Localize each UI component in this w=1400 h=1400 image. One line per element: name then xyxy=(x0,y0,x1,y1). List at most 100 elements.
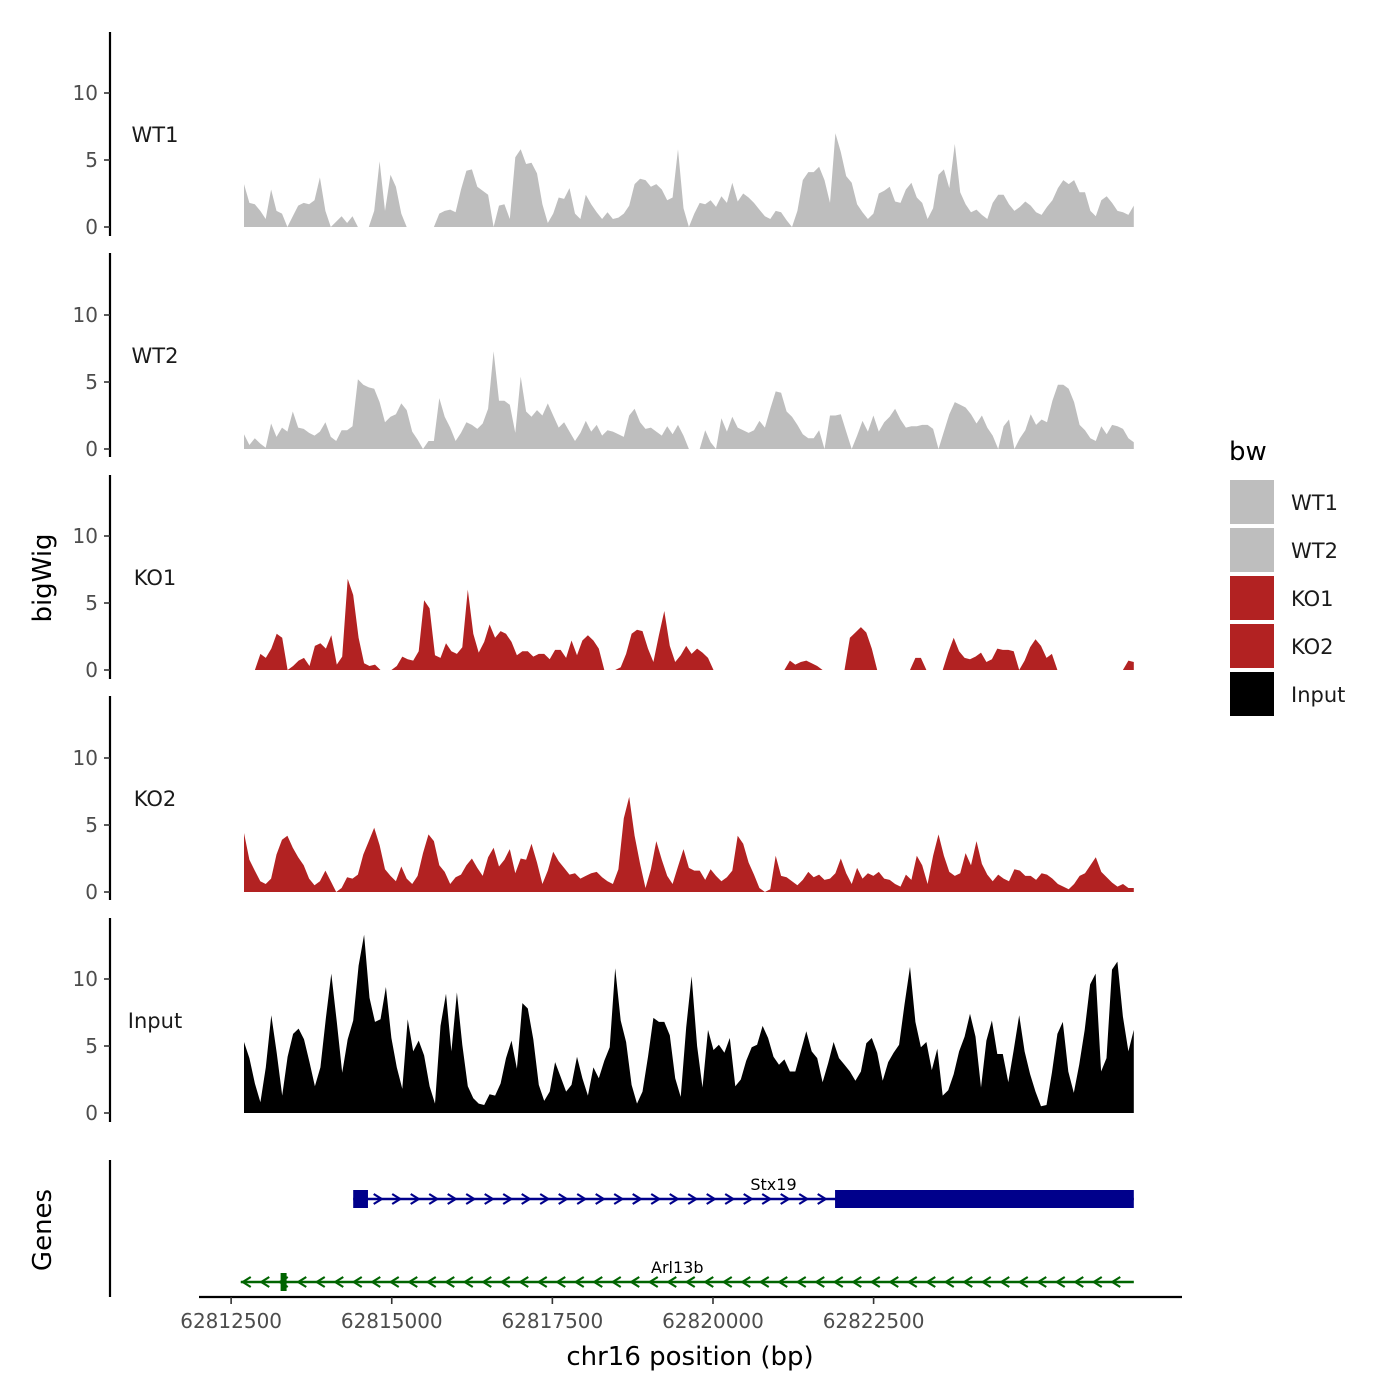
strand-chevron xyxy=(869,1276,881,1288)
strand-chevron xyxy=(684,1276,696,1288)
strand-chevron xyxy=(724,1193,736,1205)
strand-chevron xyxy=(687,1193,699,1205)
track-label: WT2 xyxy=(132,344,179,368)
strand-chevron xyxy=(888,1276,899,1288)
strand-chevron xyxy=(521,1193,532,1205)
strand-chevron xyxy=(743,1193,754,1205)
y-tick-label: 10 xyxy=(73,746,98,770)
strand-chevron xyxy=(669,1193,680,1205)
y-tick-label: 0 xyxy=(85,658,98,682)
gene-label: Arl13b xyxy=(651,1258,703,1277)
strand-chevron xyxy=(740,1276,751,1288)
strand-chevron xyxy=(798,1193,810,1205)
strand-chevron xyxy=(666,1276,677,1288)
strand-chevron xyxy=(999,1276,1010,1288)
genes-axis-title: Genes xyxy=(28,1189,58,1271)
strand-chevron xyxy=(465,1193,477,1205)
bigwig-tracks: 0 5 10 WT1 0 5 10 WT2 0 5 10 KO1 0 5 10 KO2 0 5 10 Input xyxy=(73,32,1134,1125)
strand-chevron xyxy=(592,1276,603,1288)
gene-exon xyxy=(280,1273,287,1291)
y-tick-label: 0 xyxy=(85,215,98,239)
strand-chevron xyxy=(1017,1276,1029,1288)
track-label: KO2 xyxy=(134,787,177,811)
legend-label: WT1 xyxy=(1291,491,1338,515)
strand-chevron xyxy=(573,1276,585,1288)
y-axis-title: bigWig xyxy=(28,533,58,622)
strand-chevron xyxy=(1073,1276,1084,1288)
strand-chevron xyxy=(502,1193,514,1205)
track-wt2: 0 5 10 WT2 xyxy=(73,253,1134,461)
legend-swatch xyxy=(1230,624,1274,668)
strand-chevron xyxy=(391,1193,403,1205)
strand-chevron xyxy=(333,1276,344,1288)
x-tick-label: 62815000 xyxy=(341,1309,443,1333)
strand-chevron xyxy=(555,1276,566,1288)
strand-chevron xyxy=(539,1193,551,1205)
strand-chevron xyxy=(1036,1276,1047,1288)
strand-chevron xyxy=(388,1276,400,1288)
strand-chevron xyxy=(1091,1276,1103,1288)
gene-arl13b: Arl13b xyxy=(240,1258,1134,1291)
strand-chevron xyxy=(647,1276,659,1288)
legend-label: KO2 xyxy=(1291,635,1334,659)
strand-chevron xyxy=(613,1193,625,1205)
legend-swatch xyxy=(1230,672,1274,716)
strand-chevron xyxy=(428,1193,440,1205)
signal-area-wt1 xyxy=(244,133,1134,227)
strand-chevron xyxy=(758,1276,770,1288)
strand-chevron xyxy=(481,1276,492,1288)
strand-chevron xyxy=(817,1193,828,1205)
legend-label: Input xyxy=(1291,683,1345,707)
strand-chevron xyxy=(943,1276,955,1288)
genes-panel: Stx19 Arl13b xyxy=(108,1160,1134,1297)
strand-chevron xyxy=(832,1276,844,1288)
track-ko1: 0 5 10 KO1 xyxy=(73,475,1134,682)
strand-chevron xyxy=(703,1276,714,1288)
legend-label: WT2 xyxy=(1291,539,1338,563)
x-axis-title: chr16 position (bp) xyxy=(566,1342,813,1372)
gene-exon xyxy=(835,1190,1134,1208)
gene-exon xyxy=(353,1190,368,1208)
strand-chevron xyxy=(499,1276,511,1288)
track-ko2: 0 5 10 KO2 xyxy=(73,696,1134,904)
strand-chevron xyxy=(780,1193,791,1205)
strand-chevron xyxy=(259,1276,270,1288)
y-tick-label: 10 xyxy=(73,303,98,327)
strand-chevron xyxy=(425,1276,437,1288)
strand-chevron xyxy=(444,1276,455,1288)
legend: bw WT1 WT2 KO1 KO2 Input xyxy=(1229,437,1345,716)
strand-chevron xyxy=(610,1276,622,1288)
strand-chevron xyxy=(795,1276,807,1288)
signal-area-input xyxy=(244,934,1134,1113)
y-tick-label: 0 xyxy=(85,1101,98,1125)
strand-chevron xyxy=(1054,1276,1066,1288)
strand-chevron xyxy=(484,1193,495,1205)
y-tick-label: 5 xyxy=(85,1034,98,1058)
legend-label: KO1 xyxy=(1291,587,1334,611)
strand-chevron xyxy=(536,1276,548,1288)
strand-chevron xyxy=(629,1276,640,1288)
strand-chevron xyxy=(906,1276,918,1288)
strand-chevron xyxy=(595,1193,606,1205)
x-axis: 62812500 62815000 62817500 62820000 62822500 xyxy=(180,1295,1182,1333)
track-label: WT1 xyxy=(132,123,179,147)
strand-chevron xyxy=(761,1193,773,1205)
strand-chevron xyxy=(296,1276,307,1288)
strand-chevron xyxy=(407,1276,418,1288)
strand-chevron xyxy=(814,1276,825,1288)
strand-chevron xyxy=(370,1276,381,1288)
strand-chevron xyxy=(462,1276,474,1288)
strand-chevron xyxy=(962,1276,973,1288)
strand-chevron xyxy=(518,1276,529,1288)
gene-label: Stx19 xyxy=(750,1175,796,1194)
signal-area-wt2 xyxy=(244,351,1134,449)
strand-chevron xyxy=(632,1193,643,1205)
y-tick-label: 5 xyxy=(85,813,98,837)
y-tick-label: 5 xyxy=(85,370,98,394)
y-tick-label: 10 xyxy=(73,81,98,105)
signal-area-ko2 xyxy=(244,796,1134,892)
y-tick-label: 10 xyxy=(73,967,98,991)
legend-swatch xyxy=(1230,480,1274,524)
track-label: Input xyxy=(128,1009,182,1033)
